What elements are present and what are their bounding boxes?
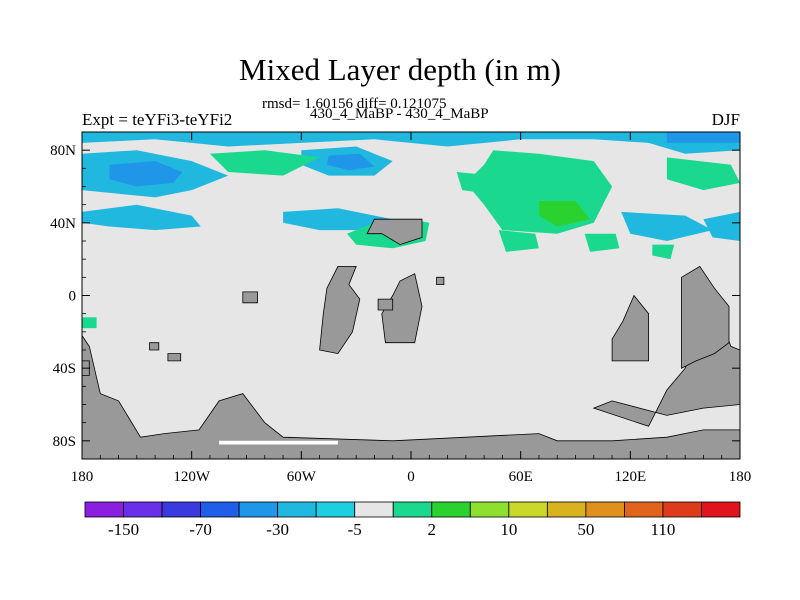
anomaly-region-north-atlantic-deepening (209, 150, 320, 176)
colorbar-swatch (624, 501, 664, 518)
season-label: DJF (711, 110, 740, 129)
colorbar-label: -150 (108, 520, 139, 539)
colorbar-swatch (354, 501, 394, 518)
colorbar-swatch (546, 501, 587, 518)
y-tick-label: 40S (53, 361, 76, 377)
land-east-landmass (681, 265, 730, 369)
y-tick-label: 0 (69, 289, 77, 305)
x-tick-label: 60E (509, 469, 533, 485)
anomaly-region-arctic-deep-strip (666, 132, 740, 143)
anomaly-region-east-pacific-shallowing (621, 211, 713, 241)
anomaly-region-midlat-pacific-shallowing (82, 204, 201, 231)
anomaly-region-east-pacific-deepening (666, 157, 740, 191)
colorbar-swatch (315, 501, 356, 518)
y-tick-label: 80N (50, 143, 76, 159)
x-tick-label: 0 (407, 469, 415, 485)
x-tick-label: 180 (71, 469, 94, 485)
land-small-block-1 (242, 291, 258, 304)
colorbar-label: -5 (348, 520, 362, 539)
land-africa-east-block (381, 273, 423, 344)
colorbar-swatch (277, 501, 317, 518)
y-tick-label: 80S (53, 434, 76, 450)
colorbar-swatch (508, 501, 548, 518)
colorbar-swatch (123, 501, 163, 518)
anomaly-region-far-east-pacific-shallowing (703, 211, 740, 241)
anomaly-region-tropical-deepening (82, 317, 97, 329)
anomaly-region-arctic-shallowing (82, 132, 740, 154)
colorbar-swatch (701, 501, 741, 518)
x-tick-label: 120E (614, 469, 646, 485)
experiment-label: Expt = teYFi3-teYFi2 (82, 110, 233, 129)
colorbar-label: -30 (266, 520, 289, 539)
anomaly-region-south-pacific-deepening (652, 244, 675, 260)
land-indonesia-block (611, 294, 649, 362)
colorbar-swatch (392, 501, 433, 518)
x-tick-label: 180 (729, 469, 752, 485)
anomaly-region-north-atlantic-core (326, 153, 375, 171)
land-small-block-4 (167, 353, 182, 362)
colorbar-swatch (238, 501, 279, 518)
land-north-block (366, 218, 423, 246)
colorbar-swatch (585, 501, 625, 518)
colorbar-swatch (161, 501, 201, 518)
chart-title: Mixed Layer depth (in m) (239, 52, 561, 87)
chart-subtitle: 430_4_MaBP - 430_4_MaBP (310, 106, 489, 122)
anomaly-region-north-pacific-core (109, 161, 183, 187)
anomaly-region-central-deepening (456, 172, 494, 194)
colorbar-label: 50 (577, 520, 594, 539)
land-antarctica (82, 334, 740, 459)
colorbar-label: -70 (189, 520, 212, 539)
colorbar-label: 2 (428, 520, 437, 539)
colorbar-label: 10 (500, 520, 517, 539)
land-africa-west-block (319, 265, 361, 355)
anomaly-region-pacific-deepening-patch (584, 233, 620, 252)
anomaly-region-midlat-atlantic-shallowing (283, 208, 393, 231)
x-tick-label: 120W (173, 469, 211, 485)
colorbar-swatch (84, 501, 124, 518)
colorbar-swatch (200, 501, 240, 518)
colorbar-swatch (469, 501, 510, 518)
colorbar-swatch (662, 501, 702, 518)
colorbar-swatch (431, 501, 471, 518)
land-small-block-3 (149, 342, 160, 351)
anomaly-region-mideast-deepening (498, 230, 539, 252)
x-tick-label: 60W (287, 469, 317, 485)
land-small-block-2 (377, 298, 394, 311)
land-small-block-5 (436, 276, 445, 286)
colorbar-label: 110 (651, 520, 676, 539)
y-tick-label: 40N (50, 216, 76, 232)
land-antarctic-shelf-gap (219, 440, 338, 445)
stats-label: rmsd= 1.60156 diff= 0.121075 (262, 96, 447, 112)
anomaly-region-siberia-core (538, 201, 591, 227)
